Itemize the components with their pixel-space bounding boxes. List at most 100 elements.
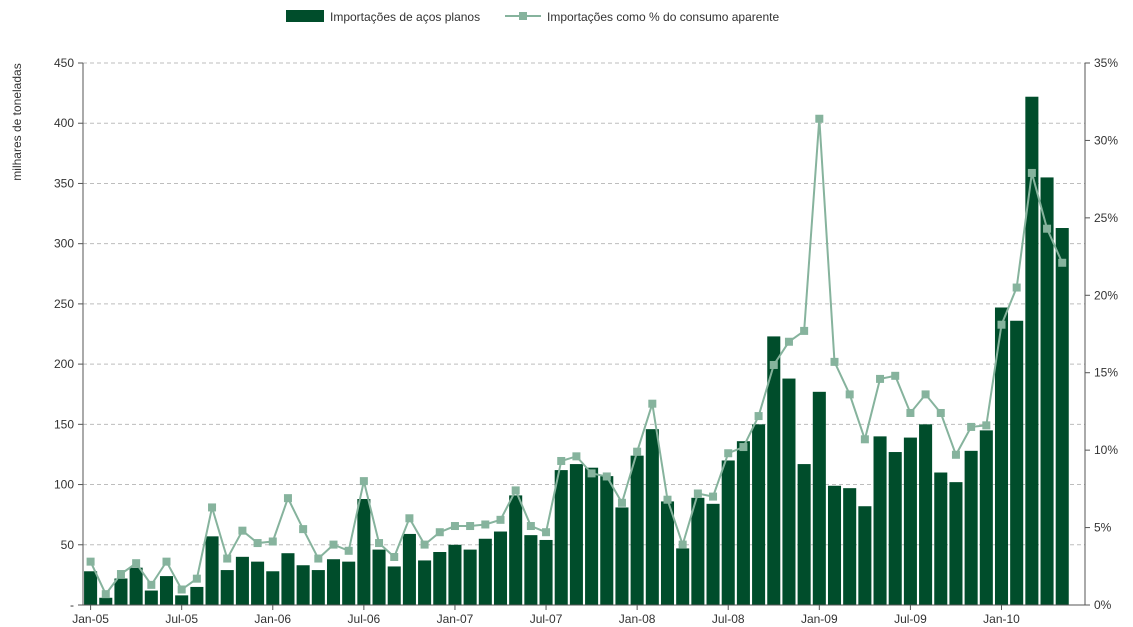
y-tick-label: 250 — [54, 297, 74, 311]
bar — [797, 464, 811, 605]
line-point — [208, 503, 217, 512]
line-point — [132, 559, 141, 568]
line-point — [754, 412, 763, 421]
line-point — [526, 522, 535, 531]
line-point — [693, 489, 702, 498]
y2-tick-label: 25% — [1094, 211, 1118, 225]
bar — [1040, 177, 1054, 605]
bar — [251, 561, 265, 605]
bar — [782, 378, 796, 605]
bar — [1010, 320, 1024, 605]
bar — [418, 560, 432, 605]
bar — [691, 497, 705, 605]
y2-tick-label: 30% — [1094, 133, 1118, 147]
line-point — [891, 371, 900, 380]
line-point — [223, 554, 232, 563]
line-point — [192, 574, 201, 583]
y-tick-label: 100 — [54, 478, 74, 492]
y-tick-label: 450 — [54, 56, 74, 70]
bar — [372, 549, 386, 605]
bar — [676, 548, 690, 605]
line-point — [177, 585, 186, 594]
x-tick-label: Jul-06 — [348, 612, 381, 626]
bar — [919, 424, 933, 605]
line-point — [982, 421, 991, 430]
bar — [645, 429, 659, 605]
y2-tick-label: 0% — [1094, 598, 1112, 612]
line-point — [633, 447, 642, 456]
line-point — [724, 449, 733, 458]
bar — [888, 452, 902, 605]
bar — [585, 467, 599, 605]
y-tick-label: 300 — [54, 237, 74, 251]
bar — [190, 586, 204, 605]
line-point — [617, 498, 626, 507]
x-tick-label: Jan-07 — [437, 612, 474, 626]
line-point — [997, 320, 1006, 329]
line-point — [283, 494, 292, 503]
line-point — [602, 472, 611, 481]
bar — [220, 570, 234, 605]
line-point — [678, 540, 687, 549]
line-point — [815, 114, 824, 123]
bar — [281, 553, 295, 605]
bar — [949, 482, 963, 605]
line-point — [101, 590, 110, 599]
line-point — [921, 390, 930, 399]
line-point — [344, 546, 353, 555]
bar — [979, 430, 993, 605]
bar — [159, 576, 174, 605]
bar — [296, 565, 310, 605]
line-point — [375, 539, 384, 548]
bar — [235, 556, 249, 605]
bar — [509, 495, 523, 605]
line-point — [906, 408, 915, 417]
line-point — [648, 399, 657, 408]
y-tick-label: 400 — [54, 116, 74, 130]
axes: - 50 100 150 200 250 300 350 400 450 0% 5% 10% 15% 20%… — [54, 56, 1118, 626]
line-point — [314, 554, 323, 563]
x-tick-label: Jul-08 — [712, 612, 745, 626]
line-point — [1027, 168, 1036, 177]
bar — [554, 470, 568, 605]
line-point — [709, 492, 718, 501]
y2-tick-label: 35% — [1094, 56, 1118, 70]
line-point — [784, 337, 793, 346]
legend-bar-swatch — [286, 10, 324, 22]
bar — [752, 424, 766, 605]
legend-bar-label: Importações de aços planos — [330, 10, 480, 24]
bar — [600, 476, 614, 605]
bar — [858, 506, 872, 605]
line-point — [329, 540, 338, 549]
y2-tick-label: 15% — [1094, 366, 1118, 380]
bar — [326, 559, 341, 605]
line-point — [860, 435, 869, 444]
bar — [539, 539, 553, 605]
bar — [630, 455, 644, 605]
line-point — [511, 486, 520, 495]
bar — [964, 450, 978, 605]
bar — [448, 544, 462, 605]
y-tick-label: - — [70, 598, 74, 612]
x-tick-label: Jul-05 — [165, 612, 198, 626]
line-point — [800, 326, 809, 335]
bar — [1025, 96, 1039, 606]
bar — [1055, 228, 1069, 605]
line-point — [845, 390, 854, 399]
bar — [615, 507, 629, 605]
bar — [311, 570, 325, 605]
bar — [812, 391, 826, 605]
bar — [660, 501, 675, 605]
bar — [767, 336, 781, 605]
x-tick-label: Jan-08 — [619, 612, 656, 626]
line-point — [86, 557, 95, 566]
line-point — [390, 552, 399, 561]
x-tick-label: Jul-07 — [530, 612, 563, 626]
y2-tick-label: 5% — [1094, 521, 1112, 535]
line-point — [450, 522, 459, 531]
bar — [84, 571, 98, 605]
bar — [433, 552, 447, 605]
bar — [266, 571, 280, 605]
bar — [357, 499, 371, 605]
line-point — [299, 525, 308, 534]
